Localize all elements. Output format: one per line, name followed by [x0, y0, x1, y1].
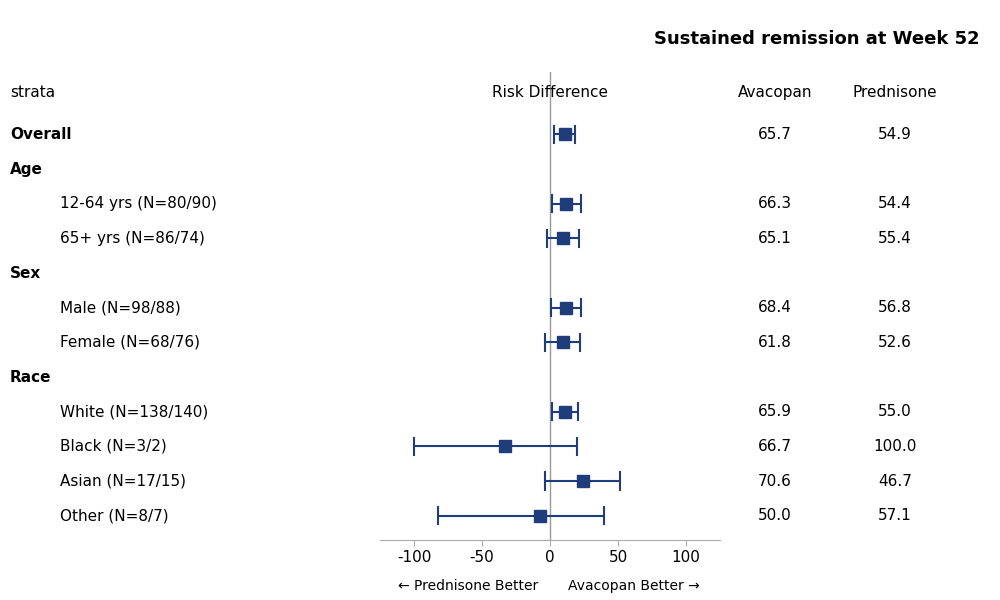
Text: 65.7: 65.7 — [758, 127, 792, 142]
Text: 68.4: 68.4 — [758, 300, 792, 315]
Text: 66.7: 66.7 — [758, 439, 792, 454]
Text: 65.9: 65.9 — [758, 404, 792, 419]
Text: 65+ yrs (N=86/74): 65+ yrs (N=86/74) — [60, 231, 205, 246]
Text: Risk Difference: Risk Difference — [492, 85, 608, 100]
Text: Avacopan: Avacopan — [738, 85, 812, 100]
Text: Other (N=8/7): Other (N=8/7) — [60, 508, 169, 523]
Text: 46.7: 46.7 — [878, 473, 912, 488]
Text: 55.4: 55.4 — [878, 231, 912, 246]
Text: Avacopan Better →: Avacopan Better → — [568, 579, 700, 593]
Text: Black (N=3/2): Black (N=3/2) — [60, 439, 167, 454]
Text: strata: strata — [10, 85, 55, 100]
Text: Prednisone: Prednisone — [853, 85, 937, 100]
Text: 65.1: 65.1 — [758, 231, 792, 246]
Text: Sustained remission at Week 52: Sustained remission at Week 52 — [654, 30, 980, 48]
Text: Sex: Sex — [10, 266, 41, 281]
Text: 50.0: 50.0 — [758, 508, 792, 523]
Text: Female (N=68/76): Female (N=68/76) — [60, 335, 200, 350]
Text: Male (N=98/88): Male (N=98/88) — [60, 300, 181, 315]
Text: 52.6: 52.6 — [878, 335, 912, 350]
Text: 12-64 yrs (N=80/90): 12-64 yrs (N=80/90) — [60, 196, 217, 211]
Text: 57.1: 57.1 — [878, 508, 912, 523]
Text: White (N=138/140): White (N=138/140) — [60, 404, 208, 419]
Text: Age: Age — [10, 161, 43, 176]
Text: Asian (N=17/15): Asian (N=17/15) — [60, 473, 186, 488]
Text: ← Prednisone Better: ← Prednisone Better — [398, 579, 539, 593]
Text: 56.8: 56.8 — [878, 300, 912, 315]
Text: Overall: Overall — [10, 127, 72, 142]
Text: Race: Race — [10, 370, 52, 385]
Text: 70.6: 70.6 — [758, 473, 792, 488]
Text: 100.0: 100.0 — [873, 439, 917, 454]
Text: 61.8: 61.8 — [758, 335, 792, 350]
Text: 54.4: 54.4 — [878, 196, 912, 211]
Text: 66.3: 66.3 — [758, 196, 792, 211]
Text: 54.9: 54.9 — [878, 127, 912, 142]
Text: 55.0: 55.0 — [878, 404, 912, 419]
